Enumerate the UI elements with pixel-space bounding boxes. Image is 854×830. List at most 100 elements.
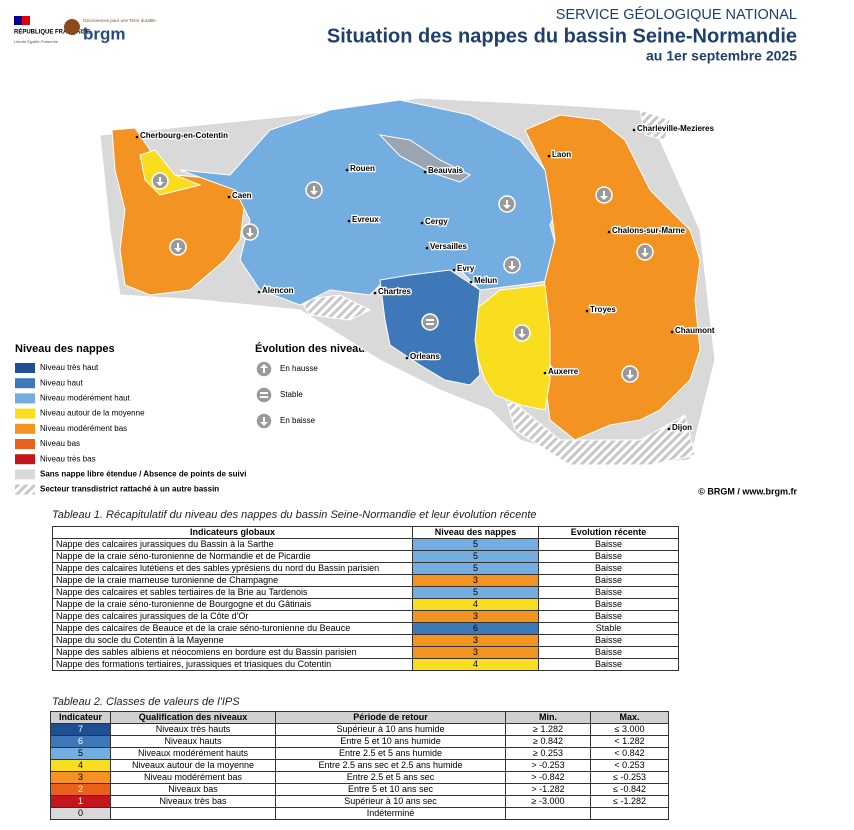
aquifer-name: Nappe des calcaires lutétiens et des sab… (52, 562, 413, 575)
city-label: Chaumont (675, 326, 715, 335)
indicator-cell: 5 (50, 747, 111, 760)
level-cell: 5 (412, 538, 539, 551)
trend-glyph (503, 205, 511, 209)
level-cell: 3 (412, 610, 539, 623)
legend-label: En hausse (280, 364, 318, 373)
aquifer-name: Nappe des calcaires jurassiques du Bassi… (52, 538, 413, 551)
aquifer-name: Nappe du socle du Cotentin à la Mayenne (52, 634, 413, 647)
legend-swatch (15, 439, 35, 449)
city-label: Charleville-Mezieres (637, 124, 714, 133)
qualification-cell: Niveaux très hauts (110, 723, 276, 736)
city-label: Evry (457, 264, 475, 273)
indicator-cell: 1 (50, 795, 111, 808)
title: Situation des nappes du bassin Seine-Nor… (327, 25, 797, 47)
aquifer-name: Nappe des formations tertiaires, jurassi… (52, 658, 413, 671)
trend-glyph (600, 196, 608, 200)
city-dot (227, 195, 231, 199)
legend-swatch (15, 454, 35, 465)
min-cell: ≥ -3.000 (505, 795, 591, 808)
evolution-cell: Baisse (538, 562, 679, 575)
max-cell: ≤ 3.000 (590, 723, 669, 736)
legend-swatch (15, 393, 35, 404)
ips-table: Indicateur Qualification des niveaux Pério… (50, 711, 669, 820)
evolution-cell: Stable (538, 622, 679, 635)
aquifer-name: Nappe des calcaires et sables tertiaires… (52, 586, 413, 599)
city-dot (543, 371, 547, 375)
trend-glyph (518, 334, 526, 338)
legend-label: Niveau bas (40, 439, 80, 448)
period-cell: Entre 2.5 ans sec et 2.5 ans humide (275, 759, 506, 772)
evolution-cell: Baisse (538, 586, 679, 599)
tagline: Géosciences pour une Terre durable (83, 18, 156, 23)
city-dot (420, 221, 424, 225)
republic: RÉPUBLIQUE FRANÇAISE (14, 28, 90, 36)
evolution-cell: Baisse (538, 538, 679, 551)
trend-glyph (508, 266, 516, 270)
level-cell: 4 (412, 598, 539, 611)
level-cell: 5 (412, 562, 539, 575)
subtitle: au 1er septembre 2025 (646, 48, 797, 64)
qualification-cell: Niveaux très bas (110, 795, 276, 808)
indicator-cell: 0 (50, 807, 111, 820)
flag-red (22, 16, 30, 25)
legend-label: Niveau autour de la moyenne (40, 409, 145, 418)
city-label: Cergy (425, 217, 448, 226)
brgm-logo (64, 19, 80, 35)
trend-glyph (260, 364, 268, 368)
brgm: brgm (83, 24, 126, 43)
city-dot (347, 219, 351, 223)
level-cell: 5 (412, 550, 539, 563)
city-dot (345, 168, 349, 172)
city-label: Orleans (410, 352, 440, 361)
city-label: Beauvais (428, 166, 464, 175)
aquifer-name: Nappe de la craie séno-turonienne de Nor… (52, 550, 413, 563)
qualification-cell: Niveaux bas (110, 783, 276, 796)
city-dot (257, 290, 261, 294)
region (524, 114, 701, 441)
trend-icon (255, 386, 273, 404)
evolution-cell: Baisse (538, 658, 679, 671)
city-label: Chartres (378, 287, 411, 296)
trend-glyph (641, 253, 649, 257)
city-dot (452, 268, 456, 272)
city-dot (405, 356, 409, 360)
qualification-cell: Niveaux autour de la moyenne (110, 759, 276, 772)
column-header: Max. (590, 711, 669, 724)
period-cell: Entre 2.5 et 5 ans sec (275, 771, 506, 784)
indicator-cell: 6 (50, 735, 111, 748)
legend-title: Niveau des nappes (15, 343, 115, 355)
city-dot (373, 291, 377, 295)
min-cell: > -0.253 (505, 759, 591, 772)
period-cell: Supérieur à 10 ans humide (275, 723, 506, 736)
aquifer-name: Nappe des calcaires de Beauce et de la c… (52, 622, 413, 635)
max-cell: ≤ -1.282 (590, 795, 669, 808)
period-cell: Indéterminé (275, 807, 506, 820)
city-dot (423, 170, 427, 174)
legend-label: Stable (280, 390, 303, 399)
legend-label: Niveau haut (40, 378, 83, 387)
period-cell: Supérieur à 10 ans sec (275, 795, 506, 808)
hatched-zone (504, 393, 696, 466)
region (179, 99, 561, 306)
indicator-cell: 3 (50, 771, 111, 784)
motto: Liberté Égalité Fraternité (14, 39, 59, 44)
city-label: Troyes (590, 305, 616, 314)
trend-glyph (246, 233, 254, 237)
hatched-zone (639, 109, 671, 141)
city-label: Cherbourg-en-Cotentin (140, 131, 228, 140)
region (474, 284, 551, 411)
level-cell: 3 (412, 646, 539, 659)
legend-title: Évolution des niveaux (255, 342, 372, 355)
max-cell (590, 807, 669, 820)
min-cell: > -1.282 (505, 783, 591, 796)
indicator-cell: 4 (50, 759, 111, 772)
min-cell: > -0.842 (505, 771, 591, 784)
evolution-cell: Baisse (538, 646, 679, 659)
level-cell: 4 (412, 658, 539, 671)
city-dot (585, 309, 589, 313)
min-cell: ≥ 1.282 (505, 723, 591, 736)
service: SERVICE GÉOLOGIQUE NATIONAL (556, 6, 797, 23)
min-cell (505, 807, 591, 820)
table-caption: Tableau 2. Classes de valeurs de l'IPS (52, 696, 240, 708)
trend-glyph (156, 182, 164, 186)
